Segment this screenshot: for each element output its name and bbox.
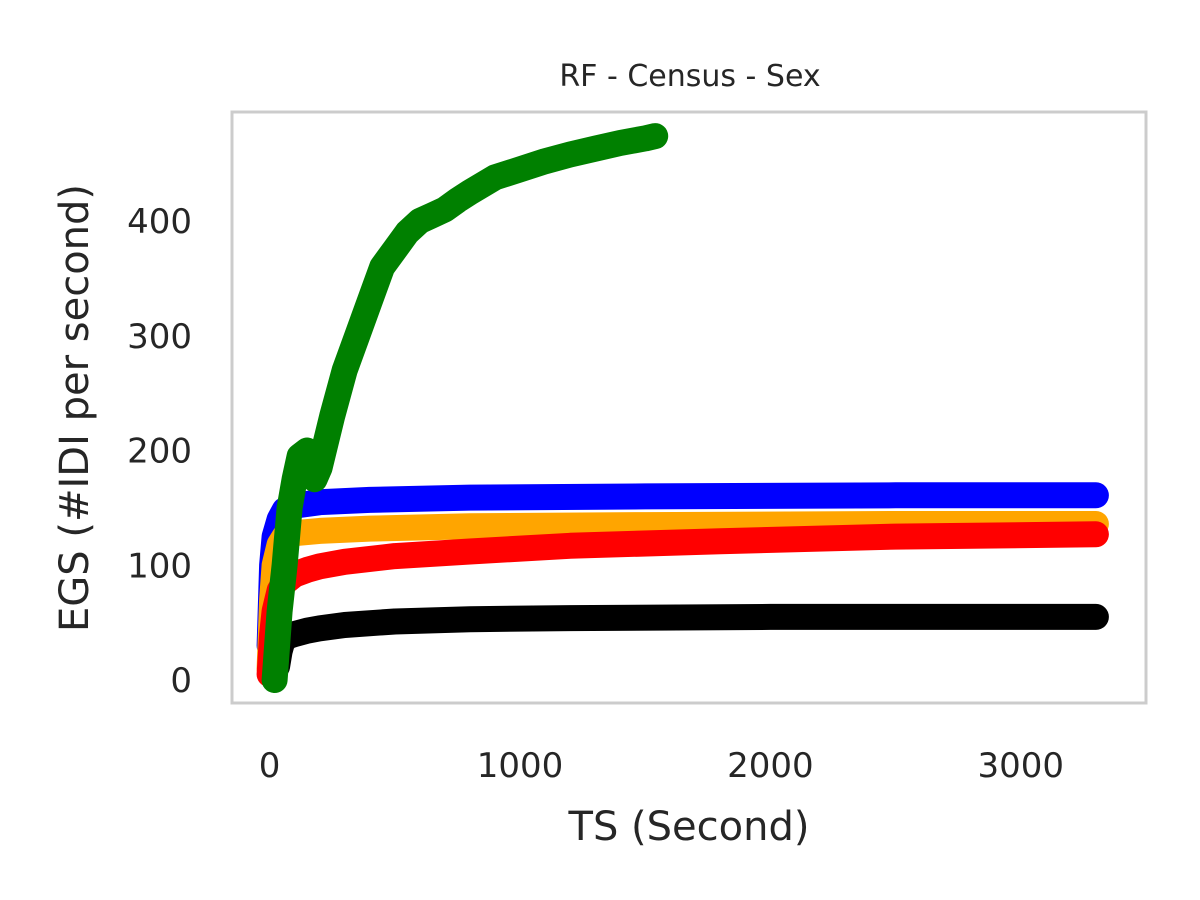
y-tick-labels: 0 100 200 300 400: [127, 202, 192, 701]
series-line-black: [264, 603, 1109, 680]
x-tick-label: 1000: [477, 746, 564, 786]
y-tick-label: 400: [127, 202, 192, 242]
y-tick-label: 200: [127, 432, 192, 472]
series-layer: [256, 123, 1109, 693]
x-axis-label: TS (Second): [568, 804, 810, 850]
y-tick-label: 300: [127, 317, 192, 357]
plot-frame: [230, 110, 1148, 705]
y-axis-label: EGS (#IDI per second): [52, 184, 98, 632]
x-tick-label: 3000: [978, 746, 1065, 786]
series-line-green: [261, 123, 669, 693]
x-tick-label: 0: [259, 746, 281, 786]
y-tick-label: 0: [170, 661, 192, 701]
x-tick-label: 2000: [727, 746, 814, 786]
x-tick-labels: 0 1000 2000 3000: [259, 746, 1064, 786]
chart-title: RF - Census - Sex: [559, 59, 820, 94]
y-tick-label: 100: [127, 546, 192, 586]
